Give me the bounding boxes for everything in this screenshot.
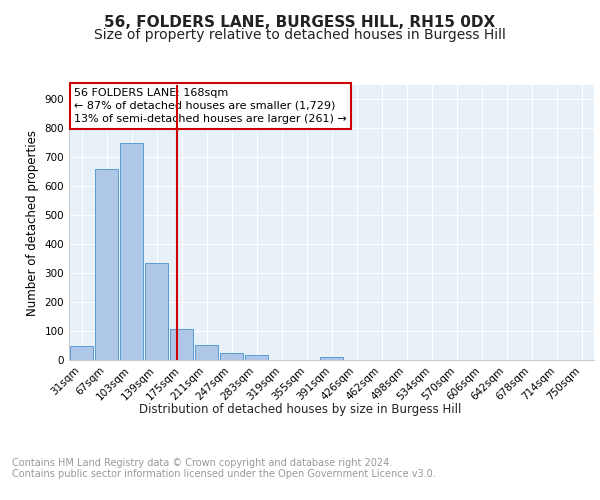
Y-axis label: Number of detached properties: Number of detached properties [26,130,39,316]
Bar [70,346,93,360]
Text: 56 FOLDERS LANE: 168sqm
← 87% of detached houses are smaller (1,729)
13% of semi: 56 FOLDERS LANE: 168sqm ← 87% of detache… [74,88,347,124]
Bar [120,144,143,360]
Bar [95,169,118,360]
Text: Contains HM Land Registry data © Crown copyright and database right 2024.
Contai: Contains HM Land Registry data © Crown c… [12,458,436,479]
Bar [220,353,243,360]
Bar [170,328,193,360]
Bar [245,356,268,360]
Bar [320,357,343,360]
Text: Distribution of detached houses by size in Burgess Hill: Distribution of detached houses by size … [139,402,461,415]
Text: Size of property relative to detached houses in Burgess Hill: Size of property relative to detached ho… [94,28,506,42]
Bar [195,345,218,360]
Text: 56, FOLDERS LANE, BURGESS HILL, RH15 0DX: 56, FOLDERS LANE, BURGESS HILL, RH15 0DX [104,15,496,30]
Bar [145,263,168,360]
